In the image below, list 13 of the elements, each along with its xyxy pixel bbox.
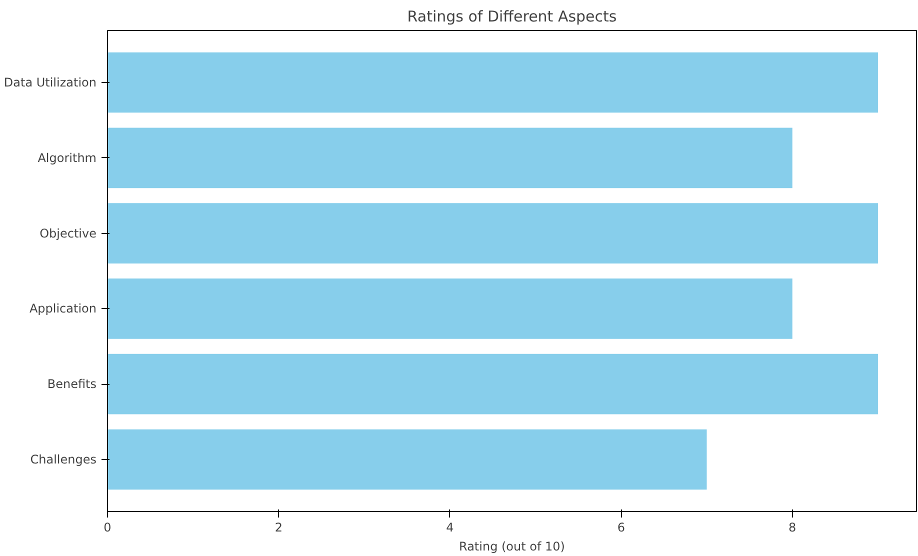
- x-tick-label: 0: [104, 520, 112, 534]
- y-tick-label: Challenges: [30, 452, 97, 466]
- x-tick-label: 2: [274, 520, 283, 534]
- x-axis-title: Rating (out of 10): [459, 540, 565, 554]
- y-tick-label: Algorithm: [38, 150, 97, 165]
- y-tick-label: Application: [29, 302, 97, 316]
- x-tick-label: 8: [788, 520, 796, 534]
- chart-title: Ratings of Different Aspects: [407, 8, 617, 26]
- x-tick-label: 4: [446, 520, 454, 534]
- y-tick-label: Data Utilization: [4, 76, 97, 90]
- y-tick-label: Benefits: [47, 377, 97, 392]
- x-tick-label: 6: [617, 520, 625, 534]
- y-tick-label: Objective: [40, 226, 97, 240]
